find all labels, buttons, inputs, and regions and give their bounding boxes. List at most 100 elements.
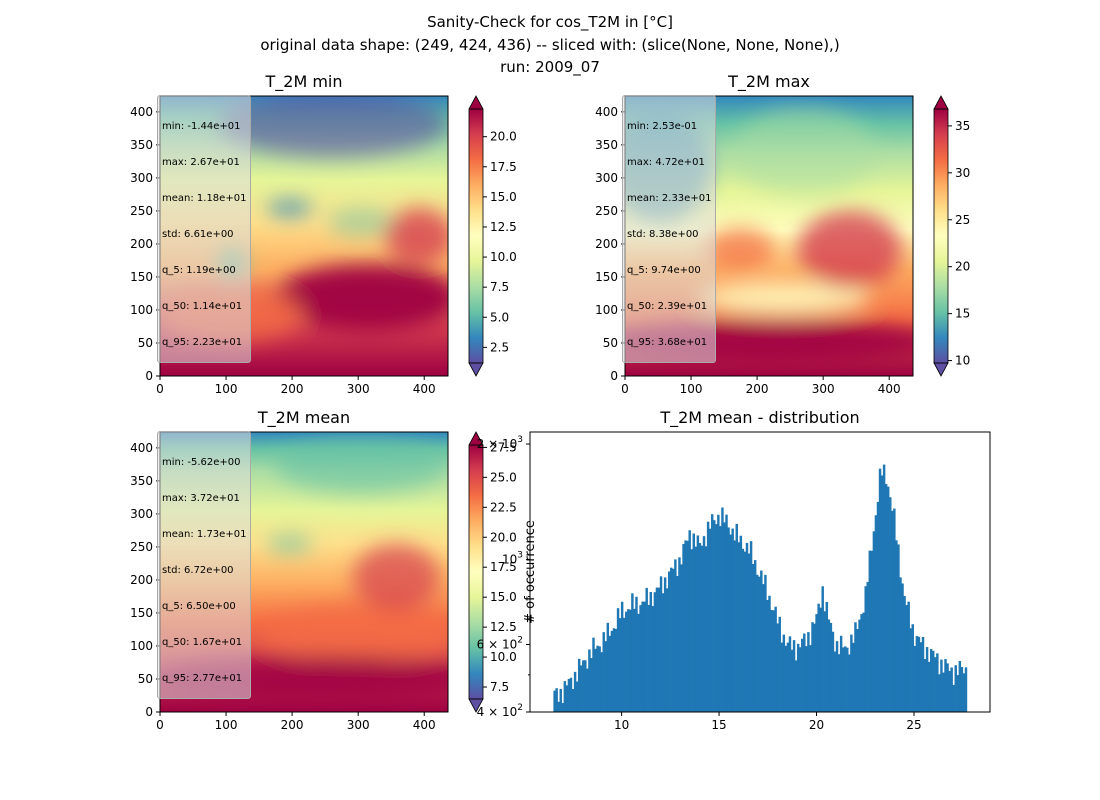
histogram-bar <box>579 665 583 712</box>
histogram-bar <box>645 587 648 712</box>
colorbar-tick-label: 15.0 <box>490 590 517 604</box>
y-tick-label: 400 <box>130 441 153 455</box>
histogram-bar <box>739 535 743 712</box>
histogram-bar <box>745 542 749 712</box>
histogram-bar <box>590 658 593 712</box>
colorbar-tick-label: 20 <box>955 260 970 274</box>
histogram-bar <box>938 674 941 712</box>
stat-max: max: 2.67e+01 <box>162 157 240 168</box>
histogram-bar <box>569 677 573 712</box>
colorbar-tick-label: 27.5 <box>490 440 517 454</box>
histogram-bar <box>672 568 675 712</box>
histogram-bar <box>563 681 567 712</box>
x-tick-label: 25 <box>906 718 921 732</box>
histogram-bar <box>680 564 683 712</box>
histogram-bar <box>622 617 626 712</box>
histogram-bar <box>815 614 818 712</box>
histogram-bar <box>713 520 716 712</box>
histogram-bar <box>627 609 630 712</box>
axes-frame-distribution <box>529 431 991 713</box>
colorbar-tick-label: 15.0 <box>490 190 517 204</box>
histogram-bar <box>954 665 957 712</box>
histogram-bar <box>631 593 634 712</box>
histogram-bar <box>909 628 912 712</box>
x-tick-label: 300 <box>812 382 835 396</box>
x-tick-label: 100 <box>215 382 238 396</box>
histogram-bar <box>686 540 689 712</box>
histogram-bar <box>796 643 800 712</box>
stats-box-min: min: -1.44e+01 max: 2.67e+01 mean: 1.18e… <box>157 95 252 363</box>
stat-mean: mean: 1.73e+01 <box>162 529 247 540</box>
histogram-bar <box>868 550 872 712</box>
histogram-bar <box>594 648 597 712</box>
colorbar-max <box>934 109 948 363</box>
histogram-bar <box>616 608 620 712</box>
histogram-bar <box>837 654 841 712</box>
histogram-bar <box>905 605 908 712</box>
histogram-bar <box>786 642 790 712</box>
histogram-bar <box>817 603 820 712</box>
histogram-bar <box>884 484 888 712</box>
y-tick-label: 103 <box>502 550 523 566</box>
colorbar-tick-label: 12.5 <box>490 620 517 634</box>
stat-min: min: -1.44e+01 <box>162 121 241 132</box>
histogram-bar <box>575 681 579 712</box>
y-tick-label: 300 <box>130 171 153 185</box>
histogram-bar <box>670 567 673 712</box>
histogram-bar <box>846 647 849 712</box>
stat-q50: q_50: 1.67e+01 <box>162 637 243 648</box>
histogram-bar <box>698 543 702 712</box>
histogram-bar <box>694 546 698 712</box>
histogram-bar <box>635 596 638 712</box>
histogram-bar <box>753 560 757 712</box>
y-tick-label: 100 <box>595 303 618 317</box>
histogram-bar <box>778 616 781 712</box>
stat-min: min: -5.62e+00 <box>162 457 241 468</box>
histogram-bar <box>825 602 829 712</box>
y-tick-label: 150 <box>130 606 153 620</box>
y-tick-label: 50 <box>138 672 153 686</box>
histogram-ylabel: # of occurrence <box>523 520 538 624</box>
histogram-bar <box>794 660 798 712</box>
colorbar-tick-label: 25.0 <box>490 470 517 484</box>
suptitle-line-1: Sanity-Check for cos_T2M in [°C] <box>427 13 673 31</box>
histogram-bar <box>903 595 906 712</box>
suptitle-line-3: run: 2009_07 <box>500 58 600 76</box>
histogram-bar <box>657 587 661 712</box>
stat-std: std: 8.38e+00 <box>627 229 699 240</box>
y-tick-label: 200 <box>130 237 153 251</box>
panel-title-distribution: T_2M mean - distribution <box>660 408 860 427</box>
y-tick-label: 4 × 102 <box>477 703 523 719</box>
histogram-bar <box>606 622 610 712</box>
histogram-bar <box>803 633 806 712</box>
colorbar-extend-top <box>468 95 484 110</box>
histogram-bar <box>833 651 837 712</box>
histogram-bar <box>708 528 712 712</box>
histogram-bar <box>553 690 556 712</box>
histogram-bar <box>948 670 951 712</box>
colorbar-tick-label: 35 <box>955 119 970 133</box>
histogram-bar <box>731 528 734 712</box>
histogram-bar <box>788 636 792 712</box>
histogram-bar <box>717 514 720 712</box>
histogram-bar <box>629 609 632 712</box>
histogram-bar <box>696 535 700 712</box>
y-tick-label: 250 <box>130 204 153 218</box>
panel-title-max: T_2M max <box>728 72 810 91</box>
histogram-bar <box>647 604 650 712</box>
histogram-bar <box>737 542 741 712</box>
histogram-bar <box>692 533 696 712</box>
y-tick-label: 350 <box>130 138 153 152</box>
colorbar-tick-label: 7.5 <box>490 280 509 294</box>
stat-std: std: 6.61e+00 <box>162 229 234 240</box>
y-tick-label: 100 <box>130 639 153 653</box>
histogram-bar <box>901 583 904 712</box>
histogram-bar <box>856 629 859 712</box>
histogram-bar <box>706 521 710 712</box>
histogram-bar <box>848 654 851 712</box>
colorbar-mean <box>469 445 483 699</box>
histogram-bar <box>950 667 953 712</box>
histogram-bar <box>927 661 931 712</box>
histogram-bar <box>729 534 732 712</box>
histogram-bar <box>882 464 886 712</box>
